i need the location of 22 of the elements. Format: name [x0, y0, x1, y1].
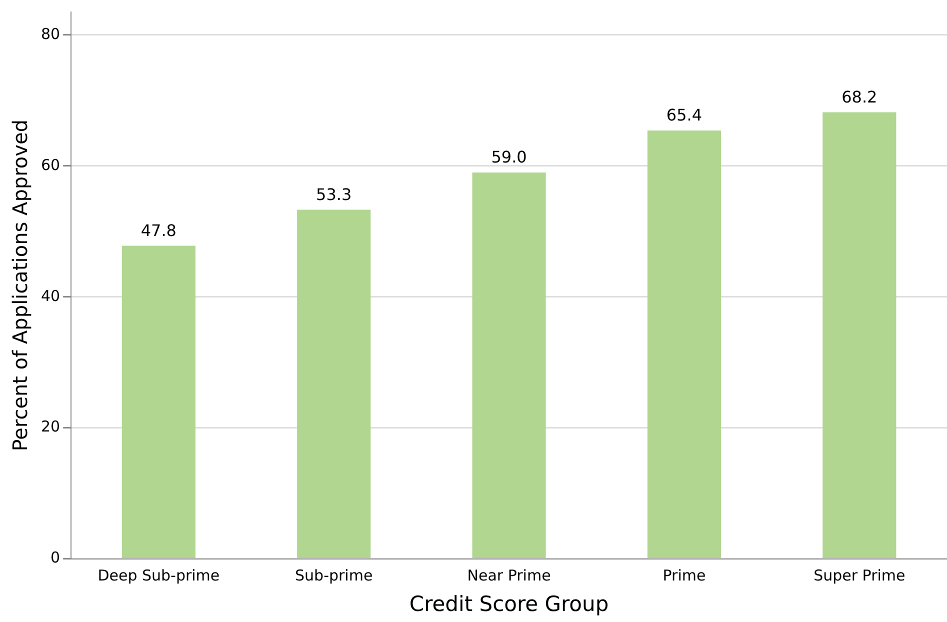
- x-axis-title: Credit Score Group: [409, 592, 609, 616]
- data-label: 59.0: [491, 148, 527, 167]
- y-tick-label: 40: [40, 286, 60, 305]
- bar: [297, 210, 371, 558]
- data-label: 47.8: [140, 220, 176, 240]
- x-tick-label: Super Prime: [814, 566, 906, 585]
- y-tick-label: 80: [40, 24, 60, 43]
- y-tick-label: 0: [50, 548, 60, 567]
- x-tick-label: Prime: [662, 566, 706, 585]
- x-tick-label: Deep Sub-prime: [98, 566, 220, 585]
- data-label: 53.3: [316, 184, 352, 204]
- bar: [122, 246, 196, 558]
- data-label: 68.2: [842, 87, 878, 106]
- y-axis-title: Percent of Applications Approved: [8, 120, 32, 452]
- bar: [822, 112, 896, 558]
- data-label: 65.4: [666, 106, 702, 125]
- bar: [472, 172, 546, 558]
- bar: [647, 130, 722, 558]
- x-tick-label: Sub-prime: [295, 566, 373, 585]
- y-tick-label: 60: [40, 156, 60, 174]
- x-tick-label: Near Prime: [467, 566, 551, 585]
- y-tick-label: 20: [40, 418, 60, 436]
